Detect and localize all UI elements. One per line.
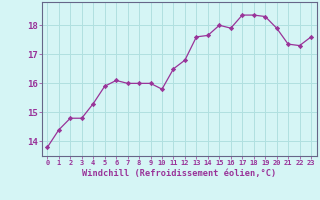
X-axis label: Windchill (Refroidissement éolien,°C): Windchill (Refroidissement éolien,°C)	[82, 169, 276, 178]
